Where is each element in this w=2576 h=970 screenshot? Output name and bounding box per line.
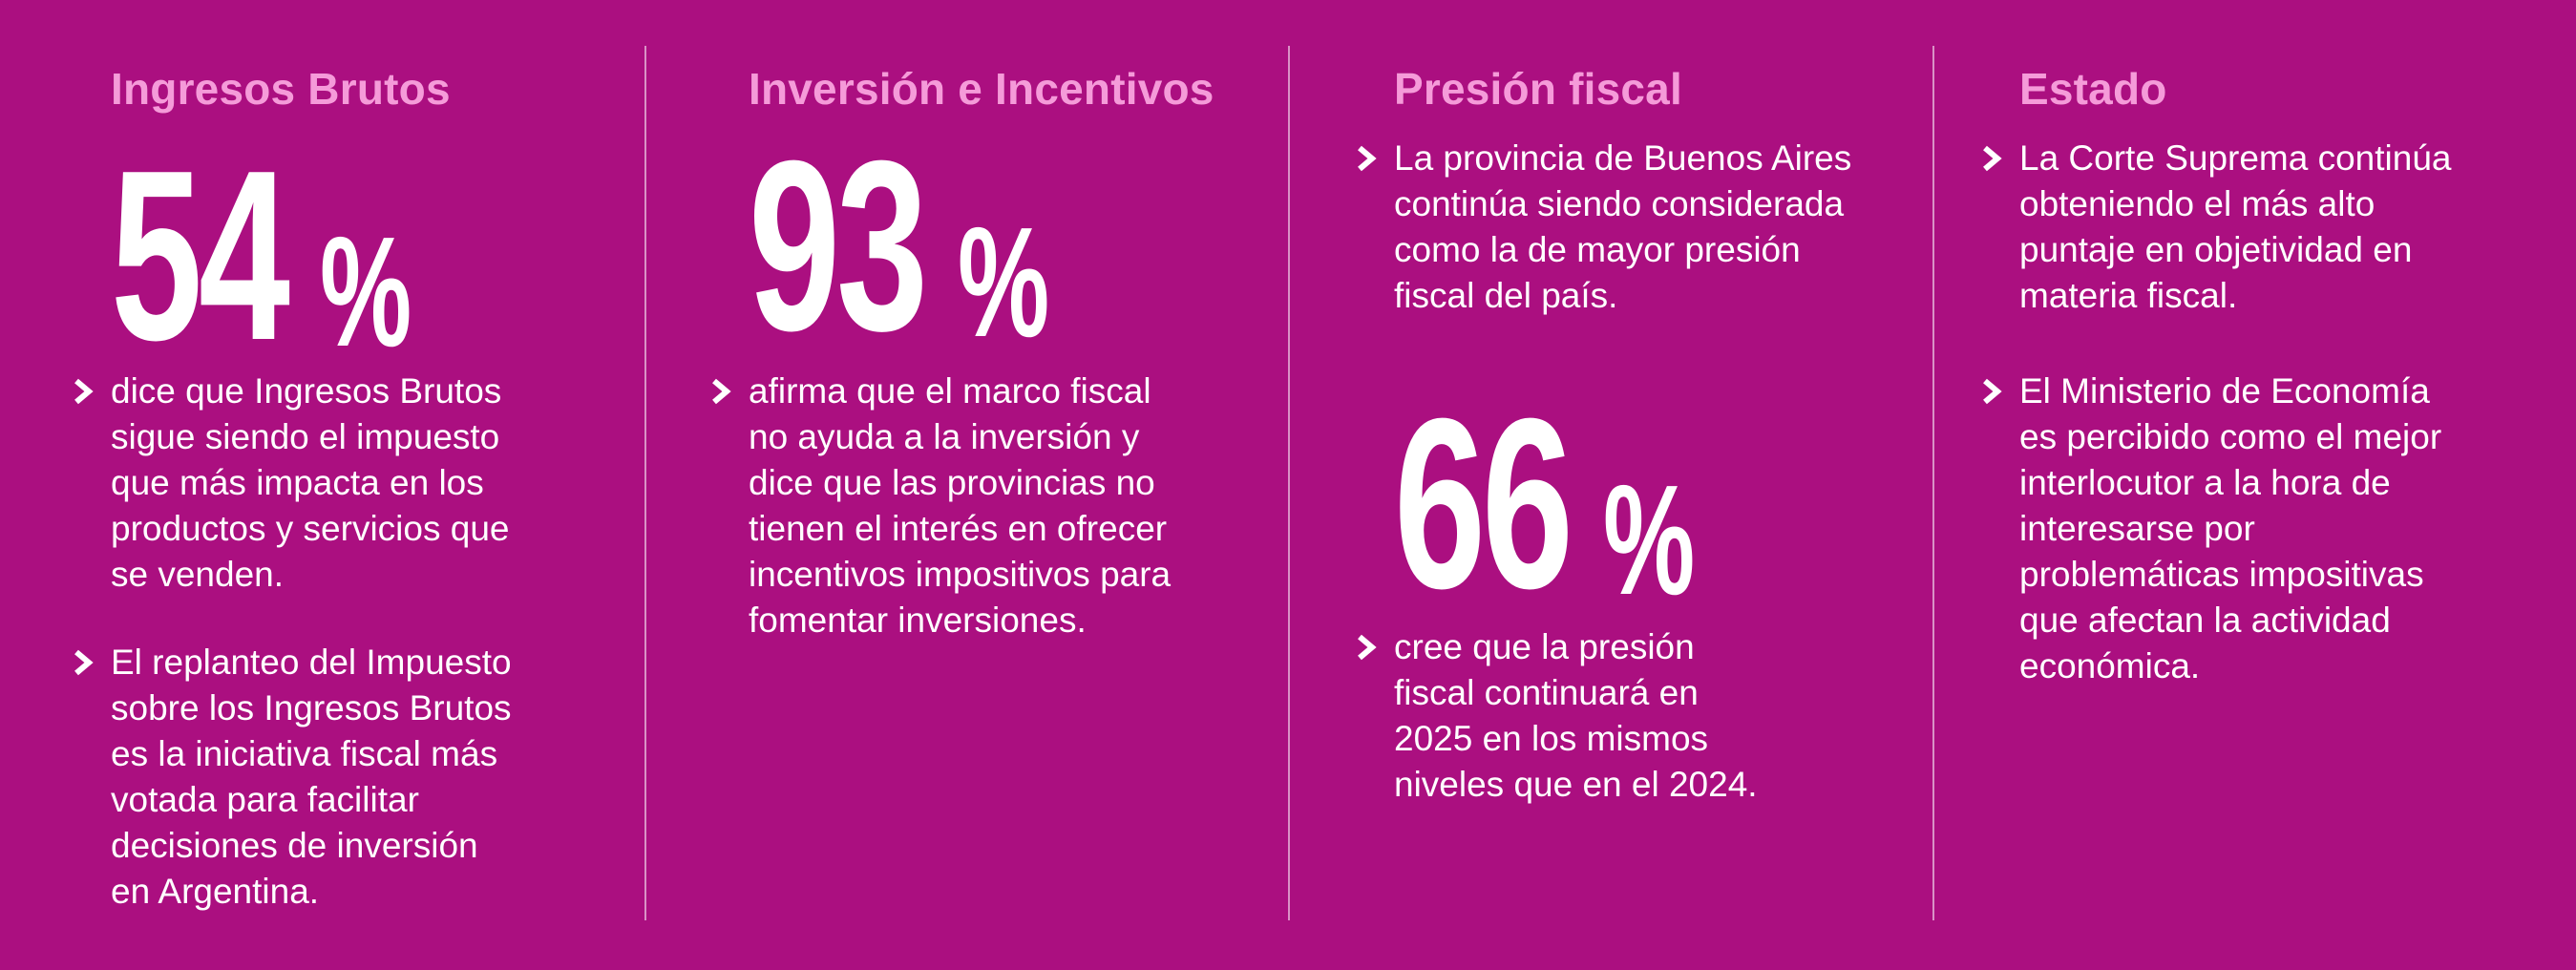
bullet-text: La provincia de Buenos Aires continúa si…: [1394, 138, 1852, 315]
bullet-text: afirma que el marco fiscal no ayuda a la…: [749, 371, 1172, 640]
bullet-item: La provincia de Buenos Aires continúa si…: [1358, 136, 1890, 319]
chevron-right-icon: [1983, 145, 2002, 172]
chevron-right-icon: [712, 378, 731, 405]
stat-number: 93: [749, 110, 928, 381]
stat-number: 66: [1394, 368, 1573, 639]
bullet-item: dice que Ingresos Brutos sigue siendo el…: [74, 369, 607, 598]
column-heading: Estado: [2019, 64, 2167, 114]
bullet-item: cree que la presión fiscal continuará en…: [1358, 624, 1890, 808]
chevron-right-icon: [74, 378, 94, 405]
column-divider: [644, 46, 646, 920]
column-heading: Presión fiscal: [1394, 64, 1682, 114]
bullet-text: cree que la presión fiscal continuará en…: [1394, 627, 1758, 804]
column-heading: Ingresos Brutos: [111, 64, 451, 114]
stat-unit: %: [319, 204, 412, 379]
stat-percentage: 66%: [1394, 382, 1742, 624]
bullet-text: dice que Ingresos Brutos sigue siendo el…: [111, 371, 510, 594]
stat-unit: %: [957, 195, 1049, 369]
chevron-right-icon: [1358, 145, 1377, 172]
column-divider: [1932, 46, 1934, 920]
column-divider: [1288, 46, 1290, 920]
chevron-right-icon: [1983, 378, 2002, 405]
bullet-text: La Corte Suprema continúa obteniendo el …: [2019, 138, 2452, 315]
stat-number: 54: [111, 119, 290, 390]
stat-percentage: 54%: [111, 134, 458, 376]
stat-unit: %: [1602, 453, 1695, 627]
bullet-item: La Corte Suprema continúa obteniendo el …: [1983, 136, 2516, 319]
stat-percentage: 93%: [749, 124, 1096, 367]
bullet-item: El replanteo del Impuesto sobre los Ingr…: [74, 640, 607, 915]
chevron-right-icon: [1358, 634, 1377, 661]
bullet-item: afirma que el marco fiscal no ayuda a la…: [712, 369, 1245, 643]
chevron-right-icon: [74, 649, 94, 676]
bullet-text: El Ministerio de Economía es percibido c…: [2019, 371, 2442, 685]
column-heading: Inversión e Incentivos: [749, 64, 1214, 114]
bullet-text: El replanteo del Impuesto sobre los Ingr…: [111, 643, 512, 911]
bullet-item: El Ministerio de Economía es percibido c…: [1983, 369, 2516, 689]
